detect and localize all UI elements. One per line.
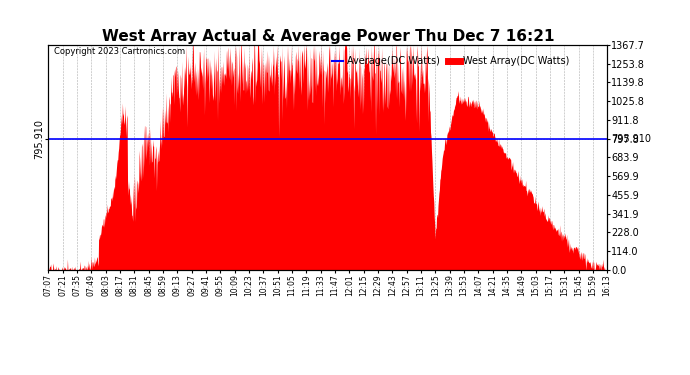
Legend: Average(DC Watts), West Array(DC Watts): Average(DC Watts), West Array(DC Watts) [328,52,573,70]
Title: West Array Actual & Average Power Thu Dec 7 16:21: West Array Actual & Average Power Thu De… [101,29,554,44]
Text: Copyright 2023 Cartronics.com: Copyright 2023 Cartronics.com [54,47,185,56]
Text: 795.910: 795.910 [611,134,651,144]
